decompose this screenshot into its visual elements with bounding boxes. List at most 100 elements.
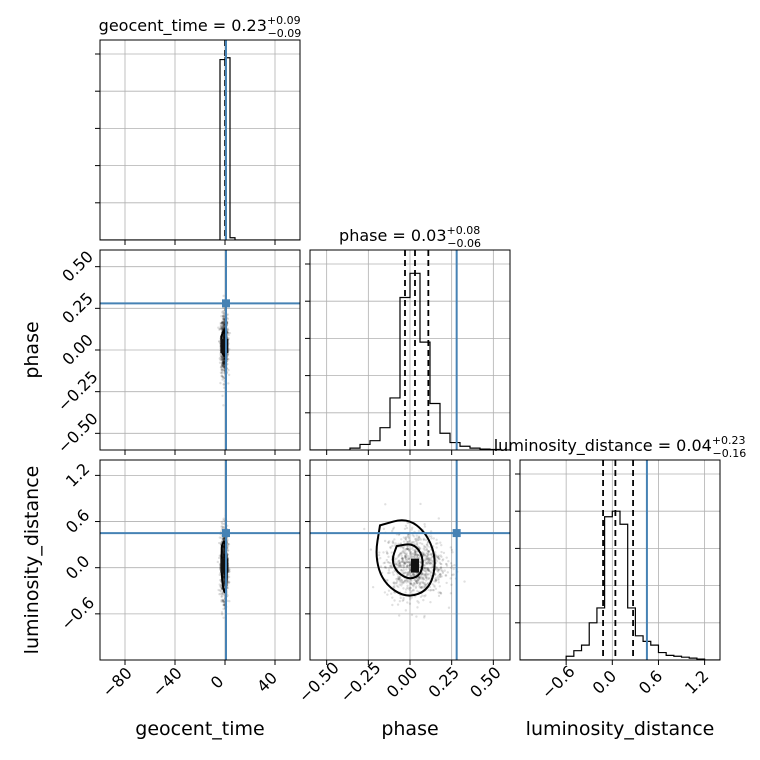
sample-point [220, 374, 224, 377]
sample-point [395, 584, 399, 588]
sample-point [221, 362, 224, 366]
sample-point [223, 603, 226, 607]
sample-point [402, 548, 406, 551]
sample-point [416, 579, 420, 582]
sample-point [426, 577, 429, 581]
sample-point [422, 552, 425, 555]
sample-point [423, 563, 427, 567]
sample-point [437, 578, 440, 581]
sample-point [222, 360, 226, 363]
sample-point [220, 326, 223, 330]
sample-point [427, 558, 430, 561]
sample-point [221, 359, 225, 363]
y-tick-label: −0.50 [54, 409, 102, 457]
sample-point [418, 584, 421, 587]
sample-point [222, 607, 225, 611]
sample-point [409, 570, 412, 574]
sample-point [427, 588, 430, 592]
sample-point [416, 600, 419, 603]
sample-point [424, 572, 427, 575]
sample-point [419, 576, 422, 579]
sample-point [420, 580, 423, 584]
sample-point [221, 365, 224, 369]
sample-point [439, 573, 442, 576]
sample-point [421, 594, 424, 597]
sample-point [422, 585, 426, 588]
sample-point [220, 327, 223, 331]
sample-point [427, 576, 431, 579]
sample-point [408, 564, 411, 568]
sample-point [417, 576, 420, 579]
sample-point [414, 550, 417, 553]
sample-point [226, 317, 230, 321]
sample-point [417, 575, 421, 579]
sample-point [389, 564, 392, 568]
sample-point [227, 549, 230, 552]
sample-point [394, 582, 398, 585]
sample-point [222, 550, 225, 553]
sample-point [392, 586, 395, 589]
sample-point [419, 575, 422, 578]
sample-point [227, 357, 230, 361]
sample-point [392, 581, 395, 585]
sample-point [426, 582, 429, 586]
sample-point [439, 562, 442, 566]
sample-point [386, 552, 389, 555]
sample-point [226, 586, 230, 590]
sample-point [221, 368, 224, 372]
sample-point [399, 565, 402, 568]
sample-point [439, 591, 442, 594]
sample-point [396, 603, 400, 606]
sample-point [227, 337, 230, 340]
sample-point [223, 357, 226, 361]
sample-point [408, 588, 412, 592]
panel-frame [99, 459, 301, 661]
sample-point [422, 578, 426, 581]
sample-point [219, 592, 222, 596]
sample-point [420, 572, 424, 575]
sample-point [220, 367, 224, 371]
sample-point [422, 547, 425, 550]
sample-point [430, 535, 433, 538]
sample-point [414, 586, 418, 590]
sample-point [425, 547, 429, 551]
sample-point [220, 326, 223, 329]
sample-point [226, 357, 229, 361]
sample-point [222, 555, 225, 558]
sample-point [432, 588, 435, 592]
sample-point [428, 561, 432, 564]
sample-point [422, 538, 426, 542]
sample-point [418, 583, 422, 586]
sample-point [406, 571, 410, 575]
sample-point [222, 366, 226, 369]
sample-point [417, 576, 421, 579]
sample-point [412, 574, 415, 577]
sample-point [445, 556, 448, 559]
sample-point [398, 562, 401, 566]
sample-point [383, 539, 387, 543]
sample-point [223, 337, 226, 340]
sample-point [437, 554, 440, 557]
sample-point [407, 549, 411, 553]
sample-point [226, 594, 229, 597]
sample-point [222, 369, 226, 372]
sample-point [223, 551, 226, 554]
sample-point [369, 548, 373, 551]
sample-point [426, 552, 429, 555]
histogram-geocent_time [100, 57, 300, 240]
sample-point [222, 317, 225, 321]
sample-point [426, 549, 429, 553]
sample-point [403, 571, 406, 575]
sample-point [413, 573, 417, 576]
sample-point [401, 559, 405, 562]
sample-point [222, 553, 225, 556]
sample-point [223, 356, 226, 359]
sample-point [417, 536, 421, 539]
sample-point [424, 579, 428, 582]
sample-point [221, 319, 224, 322]
sample-point [407, 537, 411, 540]
sample-point [228, 580, 231, 584]
sample-point [222, 357, 225, 361]
sample-point [430, 553, 433, 556]
sample-point [440, 550, 443, 554]
